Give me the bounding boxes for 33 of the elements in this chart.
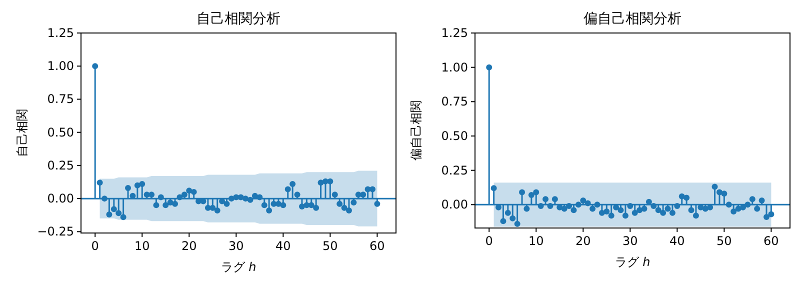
y-tick-label: 1.00 <box>47 59 74 74</box>
x-tick-label: 0 <box>91 239 99 253</box>
x-tick-label: 60 <box>764 234 779 248</box>
x-tick-label: 20 <box>575 234 591 248</box>
x-tick-label: 10 <box>134 239 150 253</box>
x-tick-label: 60 <box>370 239 385 253</box>
y-tick-label: 0.75 <box>47 92 74 106</box>
x-tick-label: 40 <box>276 239 291 253</box>
y-tick-label: 0.25 <box>47 158 74 172</box>
y-tick-label: 0.50 <box>47 125 74 140</box>
y-tick-label: 0.25 <box>441 163 468 178</box>
x-tick-label: 10 <box>528 234 544 248</box>
chart-title: 偏自己相関分析 <box>584 11 682 27</box>
y-tick-label: 1.00 <box>441 60 468 74</box>
y-tick-label: −0.25 <box>37 224 74 239</box>
y-axis-title: 自己相関 <box>15 109 29 157</box>
y-tick-label: 1.25 <box>47 26 74 40</box>
chart-title: 自己相関分析 <box>196 11 280 27</box>
x-tick-label: 30 <box>622 234 638 248</box>
y-tick-label: 1.25 <box>441 26 468 40</box>
y-tick-label: 0.50 <box>441 128 468 143</box>
x-tick-label: 30 <box>228 239 244 253</box>
x-tick-label: 50 <box>716 234 732 248</box>
y-tick-label: 0.00 <box>441 198 468 212</box>
y-tick-label: 0.75 <box>441 94 468 109</box>
x-tick-label: 50 <box>322 239 338 253</box>
x-tick-label: 0 <box>485 234 493 248</box>
y-tick-label: 0.00 <box>47 192 74 206</box>
y-axis-title: 偏自己相関 <box>409 100 423 160</box>
x-axis-title: ラグ h <box>220 260 256 274</box>
x-axis-title: ラグ h <box>614 255 650 269</box>
x-tick-label: 20 <box>181 239 197 253</box>
x-tick-label: 40 <box>670 234 685 248</box>
